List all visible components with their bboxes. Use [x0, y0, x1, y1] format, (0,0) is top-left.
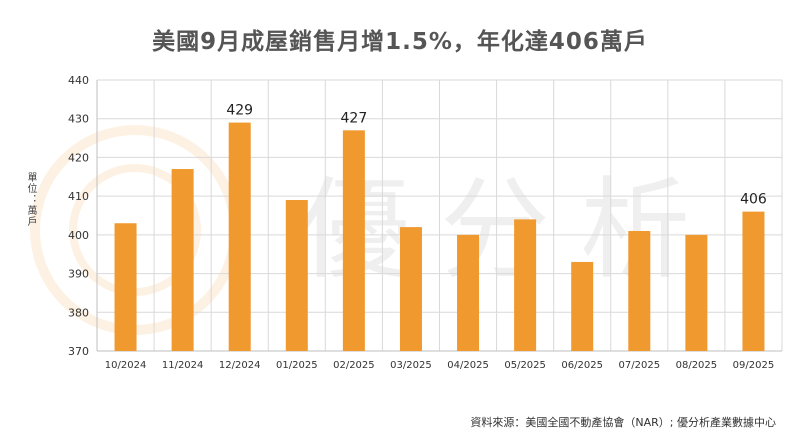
- bar: [571, 261, 594, 351]
- watermark-logo: 優分析: [30, 125, 720, 335]
- y-tick-label: 370: [68, 345, 89, 358]
- data-label: 406: [740, 192, 767, 208]
- bar: [685, 234, 708, 351]
- x-tick-label: 08/2025: [676, 360, 718, 371]
- bar: [285, 200, 308, 351]
- x-tick-label: 10/2024: [105, 360, 147, 371]
- x-tick-label: 01/2025: [276, 360, 318, 371]
- bar: [342, 130, 365, 351]
- bar: [457, 234, 480, 351]
- y-tick-label: 440: [68, 74, 89, 87]
- bar: [399, 227, 422, 351]
- y-tick-label: 400: [68, 229, 89, 242]
- x-tick-label: 04/2025: [447, 360, 489, 371]
- y-axis-unit-label: 單位：萬戶: [25, 172, 36, 227]
- bar: [628, 230, 651, 351]
- x-tick-label: 06/2025: [561, 360, 603, 371]
- bar: [171, 169, 194, 351]
- bars: [114, 122, 765, 351]
- labels: 370 380 390 400 410 420 430 440 10/2024 11/2024 12…: [68, 74, 774, 371]
- x-tick-label: 09/2025: [733, 360, 775, 371]
- y-tick-label: 420: [68, 151, 89, 164]
- bar: [228, 122, 251, 351]
- y-tick-label: 390: [68, 268, 89, 281]
- x-tick-label: 07/2025: [619, 360, 661, 371]
- x-tick-label: 12/2024: [219, 360, 261, 371]
- bar: [114, 223, 137, 351]
- x-tick-label: 03/2025: [390, 360, 432, 371]
- data-label: 427: [341, 110, 368, 126]
- x-tick-label: 11/2024: [162, 360, 204, 371]
- bar: [742, 211, 765, 351]
- x-tick-label: 05/2025: [504, 360, 546, 371]
- bar: [514, 219, 537, 351]
- data-label: 429: [226, 103, 253, 119]
- svg-text:優分析: 優分析: [300, 166, 720, 294]
- y-tick-label: 380: [68, 306, 89, 319]
- source-note: 資料來源：美國全國不動產協會（NAR）; 優分析產業數據中心: [470, 416, 776, 429]
- chart-title: 美國9月成屋銷售月增1.5%，年化達406萬戶: [152, 29, 648, 55]
- y-tick-label: 430: [68, 113, 89, 126]
- y-tick-label: 410: [68, 190, 89, 203]
- axes: [96, 80, 782, 352]
- x-tick-label: 02/2025: [333, 360, 375, 371]
